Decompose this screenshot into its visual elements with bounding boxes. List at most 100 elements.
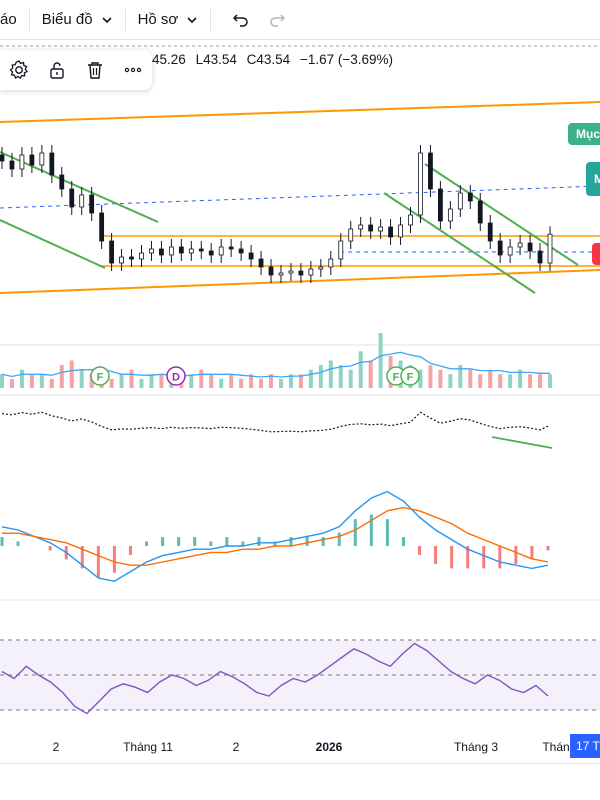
candle	[537, 250, 543, 264]
candle	[248, 252, 254, 260]
candle	[178, 246, 184, 254]
candle	[398, 224, 403, 238]
redo-icon	[270, 13, 286, 27]
macd-histogram-bar	[225, 537, 229, 546]
volume-bar	[249, 374, 254, 388]
delete-button[interactable]	[76, 50, 114, 90]
channel-lower-line	[0, 269, 600, 294]
volume-bar	[338, 365, 343, 388]
macd-histogram-bar	[80, 546, 84, 569]
macd-histogram-bar	[161, 537, 165, 546]
candle	[527, 242, 533, 252]
alerts-button[interactable]: áo	[0, 0, 17, 40]
gear-icon	[9, 60, 28, 80]
macd-histogram-bar	[418, 546, 422, 555]
ohlc-high: 45.26	[152, 52, 186, 67]
time-axis-label: Tháng 3	[454, 740, 498, 754]
volume-bar	[378, 333, 383, 388]
volume-bar	[89, 374, 94, 388]
macd-histogram-bar	[450, 546, 454, 569]
candle	[268, 266, 274, 276]
candle	[0, 154, 5, 162]
downtrend-lower-line	[0, 219, 106, 269]
lock-button[interactable]	[38, 50, 76, 90]
event-marker-label: D	[172, 372, 180, 384]
volume-bar	[498, 374, 503, 388]
volume-bar	[189, 374, 194, 388]
macd-histogram-bar	[401, 537, 405, 546]
toolbar-divider	[28, 8, 30, 31]
event-marker-label: F	[407, 372, 414, 384]
time-axis-label: Tháng 11	[123, 740, 173, 754]
time-axis-label: Thán	[542, 740, 569, 754]
candle	[447, 208, 453, 222]
volume-bar	[49, 378, 54, 388]
macd-histogram-bar	[177, 537, 181, 546]
volume-bar	[488, 369, 493, 388]
macd-histogram-bar	[530, 546, 534, 560]
macd-histogram-bar	[321, 537, 325, 546]
volume-bar	[538, 374, 543, 388]
candle	[517, 242, 523, 248]
volume-bar	[269, 374, 274, 388]
redo-button[interactable]	[259, 0, 295, 40]
candle	[69, 188, 75, 208]
more-icon	[124, 67, 142, 73]
candle	[348, 228, 354, 242]
candle	[477, 200, 483, 224]
ohlc-legend: 45.26 L43.54 C43.54 −1.67 (−3.69%)	[152, 52, 399, 67]
unlock-icon	[50, 62, 64, 79]
macd-histogram-bar	[48, 546, 52, 551]
candle	[497, 240, 503, 256]
candle	[59, 174, 65, 190]
candle	[99, 212, 105, 242]
macd-histogram-bar	[0, 537, 4, 546]
macd-line	[1, 490, 549, 582]
chevron-down-icon	[101, 16, 112, 23]
candle	[428, 152, 433, 190]
chart-type-dropdown[interactable]: Biểu đồ	[42, 0, 113, 40]
candle	[208, 250, 214, 256]
undo-button[interactable]	[223, 0, 259, 40]
candle	[368, 224, 374, 232]
chevron-down-icon	[187, 16, 197, 23]
volume-bar	[209, 374, 214, 388]
volume-bar	[328, 360, 333, 388]
more-button[interactable]	[114, 50, 152, 90]
volume-bar	[109, 378, 114, 388]
price-label-target: Mục	[568, 123, 600, 145]
ohlc-change: −1.67 (−3.69%)	[299, 52, 394, 67]
candle	[89, 194, 95, 214]
channel-upper-line	[0, 101, 600, 123]
macd-histogram-bar	[289, 537, 293, 546]
ohlc-low: L43.54	[195, 52, 237, 67]
volume-bar	[278, 378, 283, 388]
macd-histogram-bar	[209, 541, 213, 546]
volume-bar	[59, 365, 64, 388]
chart-canvas[interactable]: F D F F2 Tháng 11 2 2026 Tháng 3 Thán	[0, 40, 600, 764]
volume-bar	[79, 369, 84, 388]
volume-bar	[229, 374, 234, 388]
ohlc-close: C43.54	[246, 52, 291, 67]
candle	[238, 248, 244, 254]
downtrend-upper-line	[424, 163, 579, 266]
candle	[378, 226, 384, 232]
event-marker	[90, 366, 110, 386]
price-label-level: M	[586, 162, 600, 196]
candle	[318, 266, 324, 270]
volume-bar	[478, 374, 483, 388]
macd-histogram-bar	[16, 541, 20, 546]
volume-bar	[119, 374, 124, 388]
profile-dropdown[interactable]: Hồ sơ	[138, 0, 199, 40]
macd-histogram-bar	[369, 514, 373, 546]
settings-button[interactable]	[0, 50, 38, 90]
macd-histogram-bar	[193, 537, 197, 546]
volume-bar	[418, 369, 423, 388]
candle	[467, 192, 473, 202]
macd-histogram-bar	[273, 541, 277, 546]
candle	[308, 268, 314, 276]
macd-histogram-bar	[241, 541, 245, 546]
volume-bar	[9, 378, 14, 388]
macd-histogram-bar	[353, 519, 357, 546]
macd-histogram-bar	[337, 532, 341, 546]
